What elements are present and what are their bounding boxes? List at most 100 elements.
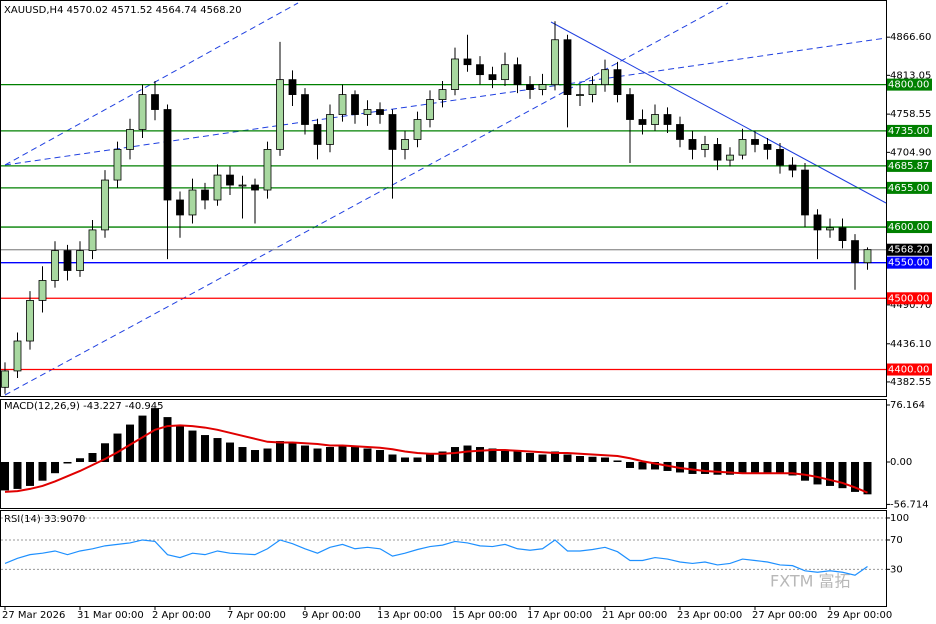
level-label: 4655.00: [888, 183, 929, 194]
candle-body: [401, 139, 409, 150]
macd-bar: [638, 461, 647, 470]
candle-body: [201, 189, 209, 201]
macd-bar: [701, 461, 709, 474]
candle-body: [638, 119, 647, 125]
trend-lines: [4, 2, 887, 396]
candle-body: [563, 39, 572, 95]
candle-body: [238, 184, 247, 187]
macd-bar: [138, 415, 147, 462]
candle-body: [776, 149, 784, 166]
macd-bar: [738, 461, 747, 474]
y-tick-label: 4758.55: [890, 109, 931, 120]
candle-body: [326, 114, 334, 145]
macd-bar: [813, 461, 822, 485]
trend-line: [550, 21, 887, 204]
trend-line: [4, 2, 729, 396]
candle-body: [388, 114, 397, 150]
macd-bar: [388, 454, 397, 462]
candle-body: [751, 139, 759, 145]
macd-bar: [76, 458, 84, 462]
candle-body: [413, 119, 422, 140]
level-label: 4568.20: [888, 245, 929, 256]
macd-bar: [801, 461, 809, 481]
candle-body: [251, 184, 259, 191]
x-tick-label: 27 Mar 2026: [2, 610, 65, 621]
macd-bar: [613, 460, 622, 462]
macd-bar: [751, 461, 759, 473]
candle-body: [588, 84, 597, 95]
level-label: 4550.00: [888, 258, 929, 269]
candle-body: [488, 74, 497, 81]
macd-bar: [163, 417, 172, 462]
macd-bar: [426, 454, 434, 462]
rsi-title: RSI(14) 33.9070: [4, 514, 85, 525]
macd-bar: [363, 448, 372, 462]
candle-body: [213, 174, 222, 201]
candle-body: [226, 174, 234, 186]
macd-panel: [0, 399, 887, 509]
macd-bar: [538, 454, 547, 462]
y-tick-label: 4704.90: [890, 147, 931, 158]
candle-body: [263, 149, 272, 191]
level-label: 4735.00: [888, 126, 929, 137]
macd-bar: [176, 426, 184, 462]
macd-bar: [651, 461, 659, 470]
candle-body: [113, 149, 122, 181]
macd-bar: [563, 454, 572, 462]
candle-body: [138, 94, 147, 130]
candle-body: [13, 340, 22, 372]
x-tick-label: 17 Apr 00:00: [527, 610, 592, 621]
candle-body: [88, 229, 97, 251]
x-tick-label: 13 Apr 00:00: [377, 610, 442, 621]
macd-bar: [126, 424, 134, 462]
macd-bar: [851, 461, 859, 492]
level-tag: [887, 78, 932, 91]
x-tick-label: 27 Apr 00:00: [752, 610, 817, 621]
macd-bar: [38, 461, 47, 481]
level-tag: [887, 124, 932, 137]
macd-bar: [213, 438, 222, 462]
level-label: 4800.00: [888, 80, 929, 91]
y-tick-label: 4382.55: [890, 377, 931, 388]
candle-body: [163, 109, 172, 201]
level-tag: [887, 292, 932, 305]
level-label: 4500.00: [888, 293, 929, 304]
x-tick-label: 7 Apr 00:00: [227, 610, 286, 621]
candle-body: [313, 124, 322, 145]
candle-body: [601, 69, 609, 86]
y-tick-label: 100: [890, 513, 909, 524]
macd-bar: [713, 461, 722, 475]
candle-body: [76, 250, 84, 271]
macd-bar: [413, 457, 422, 462]
candle-body: [763, 144, 772, 150]
candle-body: [813, 214, 822, 231]
level-tag: [887, 181, 932, 194]
candle-body: [526, 84, 534, 91]
macd-bar: [338, 445, 347, 462]
candle-body: [551, 39, 559, 86]
main-panel: [0, 0, 887, 397]
candle-body: [851, 240, 859, 264]
macd-bar: [51, 461, 59, 474]
candle-body: [713, 144, 722, 161]
macd-bar: [88, 453, 97, 462]
candle-body: [338, 94, 347, 115]
macd-bar: [438, 451, 447, 462]
macd-bar: [226, 442, 234, 462]
macd-title: MACD(12,26,9) -43.227 -40.945: [4, 401, 164, 412]
candle-body: [351, 94, 359, 115]
candle-body: [838, 227, 847, 241]
macd-bar: [688, 461, 697, 474]
candle-body: [513, 64, 522, 86]
macd-bar: [776, 461, 784, 474]
macd-bar: [113, 433, 122, 462]
y-tick-label: 0.00: [890, 457, 912, 468]
candle-body: [426, 99, 434, 120]
macd-bar: [513, 451, 522, 462]
macd-bar: [63, 461, 72, 464]
macd-bar: [763, 461, 772, 473]
candle-body: [288, 79, 297, 95]
y-tick-label: 76.164: [890, 400, 925, 411]
candle-body: [151, 94, 159, 110]
macd-signal: [4, 424, 868, 494]
